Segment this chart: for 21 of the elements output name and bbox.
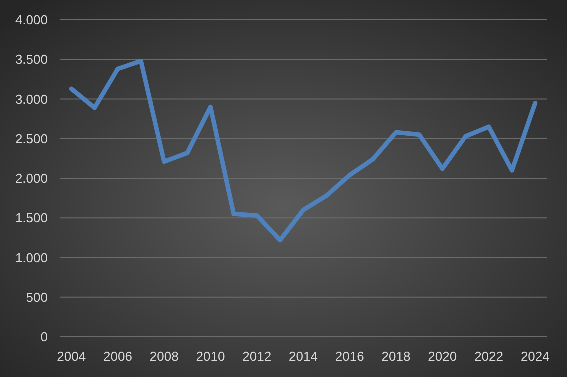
x-tick-label: 2014 — [289, 349, 318, 364]
x-tick-label: 2016 — [335, 349, 364, 364]
y-tick-label: 2.000 — [15, 171, 48, 186]
x-tick-label: 2012 — [242, 349, 272, 364]
y-tick-label: 3.500 — [15, 52, 48, 68]
x-tick-label: 2018 — [382, 349, 411, 364]
y-tick-label: 1.000 — [15, 250, 48, 266]
x-tick-label: 2010 — [196, 349, 226, 364]
x-tick-label: 2008 — [150, 349, 179, 364]
y-tick-label: 500 — [26, 290, 48, 305]
line-series — [69, 58, 538, 243]
x-tick-label: 2006 — [104, 349, 132, 364]
x-tick-label: 2004 — [57, 349, 86, 364]
y-tick-label: 3.000 — [15, 92, 48, 107]
x-tick-label: 2022 — [474, 349, 504, 364]
y-tick-label: 4.000 — [15, 12, 48, 28]
y-tick-label: 0 — [40, 330, 48, 345]
x-tick-label: 2024 — [520, 349, 550, 364]
x-tick-label: 2020 — [428, 349, 458, 364]
y-tick-label: 2.500 — [15, 131, 48, 146]
y-tick-label: 1.500 — [15, 210, 48, 226]
